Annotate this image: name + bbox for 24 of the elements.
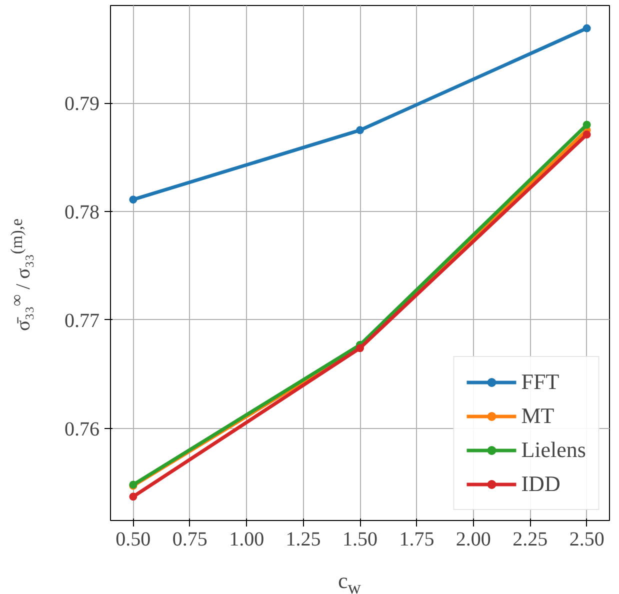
- x-tick-label: 1.00: [229, 528, 264, 550]
- x-axis-title: c$_{w}$: [338, 567, 361, 594]
- point: [129, 492, 138, 501]
- x-tick-label: 1.50: [342, 528, 378, 550]
- x-tick-label: 0.75: [172, 528, 208, 550]
- legend-label: IDD: [521, 471, 560, 497]
- y-tick-label: 0.78: [64, 202, 100, 224]
- y-tick-label: 0.76: [64, 418, 100, 440]
- point: [356, 126, 364, 134]
- point: [582, 24, 591, 32]
- x-tick-label: 2.50: [569, 528, 604, 550]
- point: [129, 196, 138, 204]
- legend-label: Lielens: [521, 437, 586, 463]
- point: [582, 120, 591, 129]
- x-tick-label: 0.50: [116, 528, 151, 550]
- x-tick-label: 1.25: [286, 528, 321, 550]
- point: [582, 130, 591, 139]
- x-tick-label: 2.25: [512, 528, 548, 550]
- y-tick-label: 0.77: [64, 310, 100, 332]
- x-tick-label: 2.00: [456, 528, 491, 550]
- legend-label: MT: [521, 403, 554, 429]
- x-tick-label: 1.75: [399, 528, 434, 550]
- legend-label: FFT: [521, 369, 560, 395]
- y-tick-label: 0.79: [64, 93, 100, 116]
